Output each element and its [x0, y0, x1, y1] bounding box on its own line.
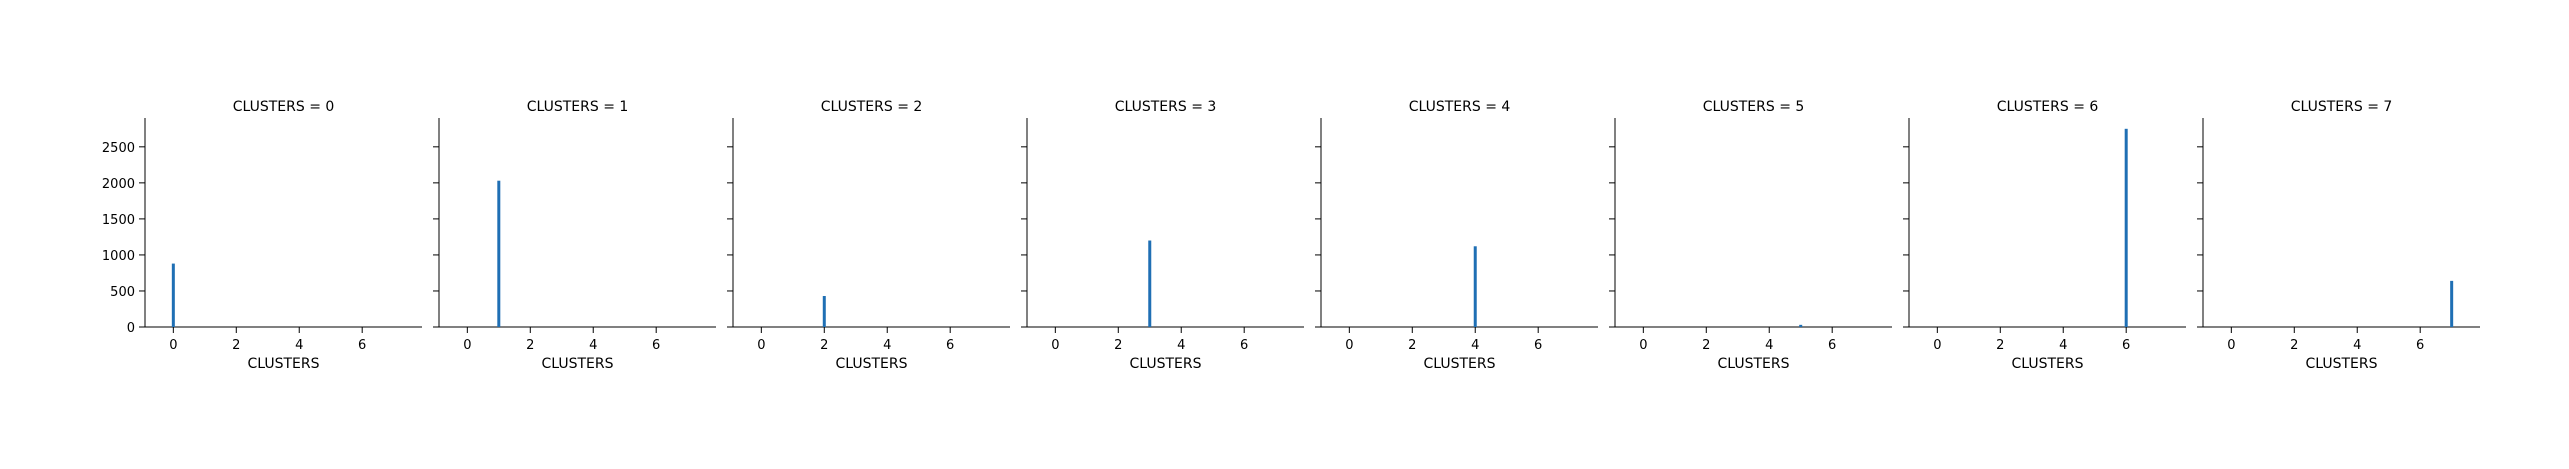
x-tick-label: 4 [2353, 338, 2361, 353]
x-tick-label: 2 [1114, 338, 1122, 353]
x-tick-label: 6 [2122, 338, 2130, 353]
panel-title: CLUSTERS = 0 [233, 99, 335, 115]
facet-panel-6: 0 2 4 6 CLUSTERS = 6 CLUSTERS [1903, 99, 2186, 372]
x-tick-label: 0 [1933, 338, 1941, 353]
x-tick-label: 2 [1702, 338, 1710, 353]
x-tick-label: 6 [1534, 338, 1542, 353]
x-tick-label: 4 [1471, 338, 1479, 353]
x-tick-label: 4 [1765, 338, 1773, 353]
facet-panel-0: 0 500 1000 1500 2000 2500 0 2 4 6 CLUSTERS = 0 CLUS… [102, 99, 422, 372]
histogram-bar [2124, 128, 2128, 327]
x-axis-label: CLUSTERS [2011, 356, 2083, 372]
x-axis-label: CLUSTERS [1717, 356, 1789, 372]
x-tick-label: 0 [1345, 338, 1353, 353]
y-tick-label: 1500 [102, 213, 135, 228]
x-tick-label: 6 [1240, 338, 1248, 353]
x-tick-label: 6 [946, 338, 954, 353]
x-tick-label: 2 [2290, 338, 2298, 353]
x-tick-label: 4 [1177, 338, 1185, 353]
y-tick-label: 500 [110, 285, 135, 300]
x-tick-label: 2 [526, 338, 534, 353]
x-axis-label: CLUSTERS [1129, 356, 1201, 372]
x-axis-label: CLUSTERS [247, 356, 319, 372]
x-axis-label: CLUSTERS [1423, 356, 1495, 372]
facet-panel-4: 0 2 4 6 CLUSTERS = 4 CLUSTERS [1315, 99, 1598, 372]
x-tick-label: 0 [1051, 338, 1059, 353]
histogram-bar [1799, 324, 1803, 327]
x-tick-label: 6 [358, 338, 366, 353]
panel-title: CLUSTERS = 7 [2291, 99, 2393, 115]
x-axis-label: CLUSTERS [835, 356, 907, 372]
x-tick-label: 6 [2416, 338, 2424, 353]
y-tick-label: 2500 [102, 141, 135, 156]
facet-panel-3: 0 2 4 6 CLUSTERS = 3 CLUSTERS [1021, 99, 1304, 372]
panel-title: CLUSTERS = 4 [1409, 99, 1511, 115]
x-tick-label: 4 [589, 338, 597, 353]
panel-title: CLUSTERS = 5 [1703, 99, 1805, 115]
x-tick-label: 0 [1639, 338, 1647, 353]
facet-panel-2: 0 2 4 6 CLUSTERS = 2 CLUSTERS [727, 99, 1010, 372]
x-tick-label: 6 [652, 338, 660, 353]
histogram-bar [2450, 280, 2454, 327]
x-tick-label: 2 [1408, 338, 1416, 353]
x-tick-label: 2 [232, 338, 240, 353]
y-tick-label: 1000 [102, 249, 135, 264]
histogram-bar [1148, 240, 1152, 327]
x-tick-label: 6 [1828, 338, 1836, 353]
panel-title: CLUSTERS = 2 [821, 99, 923, 115]
facet-panel-1: 0 2 4 6 CLUSTERS = 1 CLUSTERS [433, 99, 716, 372]
x-tick-label: 4 [883, 338, 891, 353]
x-tick-label: 2 [820, 338, 828, 353]
x-tick-label: 2 [1996, 338, 2004, 353]
x-tick-label: 0 [463, 338, 471, 353]
y-tick-label: 2000 [102, 177, 135, 192]
facet-panel-7: 0 2 4 6 CLUSTERS = 7 CLUSTERS [2197, 99, 2480, 372]
y-tick-label: 0 [127, 321, 135, 336]
histogram-bar [171, 263, 175, 327]
histogram-bar [497, 180, 501, 327]
x-axis-label: CLUSTERS [541, 356, 613, 372]
x-tick-label: 0 [169, 338, 177, 353]
x-tick-label: 0 [757, 338, 765, 353]
x-tick-label: 4 [2059, 338, 2067, 353]
x-axis-label: CLUSTERS [2305, 356, 2377, 372]
facet-panel-5: 0 2 4 6 CLUSTERS = 5 CLUSTERS [1609, 99, 1892, 372]
x-tick-label: 0 [2227, 338, 2235, 353]
histogram-bar [1473, 246, 1477, 327]
x-tick-label: 4 [295, 338, 303, 353]
panel-title: CLUSTERS = 6 [1997, 99, 2099, 115]
histogram-bar [822, 296, 826, 327]
panel-title: CLUSTERS = 1 [527, 99, 629, 115]
panel-title: CLUSTERS = 3 [1115, 99, 1217, 115]
